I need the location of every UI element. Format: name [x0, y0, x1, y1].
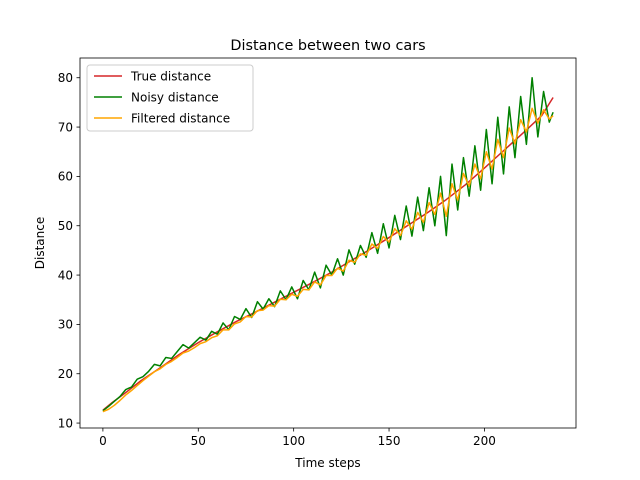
- x-tick-label: 50: [191, 434, 206, 448]
- x-tick-label: 0: [99, 434, 107, 448]
- y-axis-ticks: 10 20 30 40 50 60 70 80: [58, 71, 80, 430]
- y-axis-label: Distance: [33, 217, 47, 269]
- y-tick-label: 80: [58, 71, 73, 85]
- x-tick-label: 200: [473, 434, 496, 448]
- x-tick-label: 100: [282, 434, 305, 448]
- y-tick-label: 50: [58, 219, 73, 233]
- y-tick-label: 10: [58, 416, 73, 430]
- y-tick-label: 20: [58, 367, 73, 381]
- x-axis-label: Time steps: [294, 456, 360, 470]
- legend: True distance Noisy distance Filtered dist…: [86, 64, 254, 132]
- series-line-filtered-distance: [102, 107, 554, 413]
- series-line-noisy-distance: [102, 76, 554, 412]
- y-tick-label: 60: [58, 170, 73, 184]
- y-tick-label: 30: [58, 318, 73, 332]
- chart-title: Distance between two cars: [230, 38, 425, 54]
- y-tick-label: 40: [58, 268, 73, 282]
- plot-frame: [79, 57, 577, 429]
- series-layer: [102, 76, 554, 413]
- x-tick-label: 150: [378, 434, 401, 448]
- legend-label-noisy-distance: Noisy distance: [131, 90, 219, 104]
- legend-label-filtered-distance: Filtered distance: [131, 111, 230, 125]
- x-axis-ticks: 0 50 100 150 200: [99, 428, 496, 448]
- legend-box: [86, 64, 254, 132]
- y-tick-label: 70: [58, 120, 73, 134]
- legend-label-true-distance: True distance: [130, 69, 211, 83]
